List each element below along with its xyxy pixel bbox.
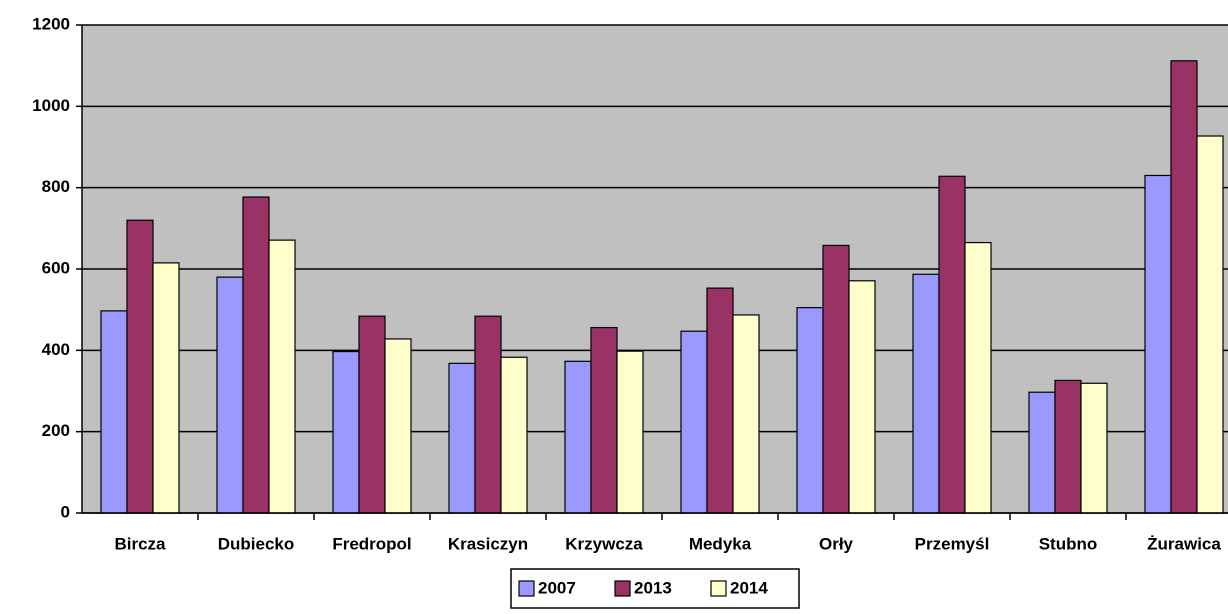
bar <box>706 287 734 514</box>
bar <box>680 330 708 514</box>
y-tick-label: 400 <box>42 340 70 359</box>
x-tick-label: Krasiczyn <box>448 534 528 553</box>
legend-swatch <box>518 580 535 597</box>
bar <box>616 350 644 514</box>
x-tick-label: Żurawica <box>1147 534 1221 553</box>
bar <box>100 310 128 514</box>
x-tick-label: Fredropol <box>332 534 411 553</box>
bar <box>126 219 154 514</box>
bar <box>912 273 940 514</box>
x-tick-label: Dubiecko <box>218 534 295 553</box>
bar <box>1196 135 1224 514</box>
legend-box <box>510 568 800 609</box>
bar <box>358 315 386 514</box>
legend-label: 2014 <box>730 578 768 597</box>
legend-label: 2013 <box>634 578 672 597</box>
bar <box>796 307 824 514</box>
bar <box>564 360 592 514</box>
x-tick-label: Orły <box>819 534 854 553</box>
bar <box>964 241 992 514</box>
y-tick-label: 0 <box>61 502 70 521</box>
bar <box>1144 174 1172 514</box>
x-tick-label: Medyka <box>689 534 752 553</box>
bar <box>822 244 850 514</box>
y-tick-label: 1000 <box>32 96 70 115</box>
x-tick-label: Stubno <box>1039 534 1098 553</box>
bar <box>1170 60 1198 514</box>
legend-label: 2007 <box>538 578 576 597</box>
bar <box>216 276 244 514</box>
legend-swatch <box>614 580 631 597</box>
y-tick-label: 600 <box>42 258 70 277</box>
x-tick-label: Bircza <box>114 534 166 553</box>
bar <box>732 314 760 514</box>
bar <box>474 315 502 514</box>
bar <box>938 175 966 514</box>
bar <box>1080 382 1108 514</box>
bar <box>590 326 618 514</box>
bar <box>384 338 412 514</box>
bar <box>332 350 360 514</box>
legend: 2007 2013 2014 <box>510 568 800 609</box>
bar <box>152 262 180 514</box>
bar <box>242 196 270 514</box>
x-tick-label: Krzywcza <box>565 534 643 553</box>
bar <box>448 362 476 514</box>
legend-swatch <box>710 580 727 597</box>
bar <box>268 239 296 514</box>
y-tick-label: 800 <box>42 177 70 196</box>
y-tick-label: 1200 <box>32 14 70 33</box>
bar <box>500 356 528 514</box>
bar <box>1054 379 1082 514</box>
x-tick-label: Przemyśl <box>915 534 990 553</box>
bar <box>848 280 876 514</box>
y-tick-label: 200 <box>42 421 70 440</box>
bar <box>1028 391 1056 514</box>
